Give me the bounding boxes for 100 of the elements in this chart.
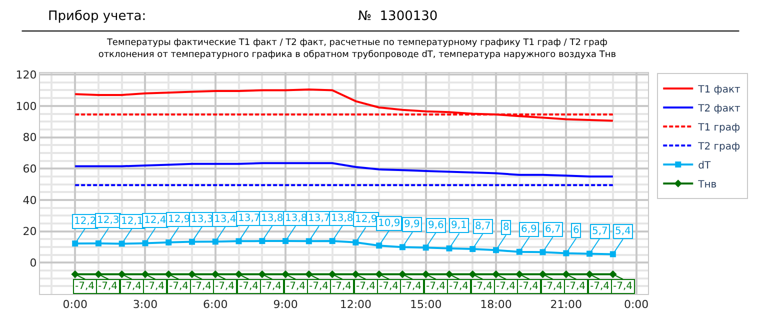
data-label: -7,4 [192, 281, 212, 292]
point [164, 270, 173, 278]
line-series [74, 162, 614, 178]
x-tick-label: 3:00 [132, 298, 158, 312]
data-label: -7,4 [286, 281, 306, 292]
legend-label: Тнв [697, 179, 717, 190]
point [142, 240, 148, 246]
point [282, 270, 290, 278]
point [376, 242, 382, 249]
legend-label: Т1 факт [697, 84, 740, 96]
legend-label: dT [698, 160, 712, 172]
point [282, 238, 289, 244]
chart-title: Температуры фактические Т1 факт / Т2 факт, расчетные по температурному графику Т1 граф / Т2 граф отклонения от температурного графика в обратном трубопроводе dT, температура наружного воздуха Тнв [98, 38, 616, 60]
y-tick-label: 80 [22, 131, 37, 144]
y-tick-label: 120 [16, 68, 37, 82]
data-label: 13,7 [238, 213, 260, 224]
data-label: -7,4 [239, 281, 259, 292]
point [610, 251, 616, 258]
data-label: 9,6 [428, 220, 444, 231]
text: Прибор учета: [48, 9, 146, 24]
point [516, 248, 522, 255]
data-label: 8 [503, 222, 510, 233]
data-label: 13,7 [308, 213, 330, 224]
x-tick-label: 0:00 [62, 298, 88, 312]
point [236, 238, 242, 244]
data-label: 9,1 [451, 220, 467, 231]
point [515, 270, 524, 278]
data-label: -7,4 [473, 281, 493, 292]
data-label: -7,4 [590, 281, 610, 292]
data-label: -7,4 [145, 281, 165, 292]
point [422, 244, 429, 251]
data-label: 10,9 [378, 218, 400, 229]
point [492, 270, 500, 278]
point [95, 240, 102, 246]
point [188, 270, 196, 278]
x-tick-label: 6:00 [203, 298, 228, 312]
data-label: 12,3 [97, 215, 120, 226]
data-label: 13,8 [261, 213, 284, 224]
point [189, 238, 195, 245]
data-label: -7,4 [566, 281, 586, 292]
data-label: -7,4 [356, 281, 376, 292]
data-label: -7,4 [402, 281, 422, 292]
data-label: 5,7 [592, 226, 608, 237]
point [72, 240, 78, 247]
data-label: 12,9 [355, 214, 378, 225]
data-label: 13,8 [331, 213, 354, 224]
point [94, 270, 102, 278]
line-series [74, 88, 614, 122]
point [329, 238, 336, 244]
data-label: 6,7 [545, 224, 561, 235]
point [212, 238, 218, 245]
data-label: 12,4 [144, 215, 166, 226]
data-label: -7,4 [98, 281, 118, 292]
point [540, 249, 546, 256]
data-label: 12,2 [74, 216, 96, 227]
data-label: 6,9 [521, 224, 537, 235]
point [166, 239, 172, 246]
point [470, 246, 476, 252]
data-label: 9,9 [404, 219, 420, 230]
point [563, 250, 570, 256]
text: № 1300130 [358, 9, 438, 24]
data-label: 12,9 [168, 214, 190, 225]
point [493, 247, 499, 254]
data-label: -7,4 [215, 281, 235, 292]
legend-label: Т1 граф [697, 122, 740, 134]
legend-label: Т2 граф [697, 141, 740, 152]
y-tick-label: 60 [22, 162, 37, 176]
point [305, 270, 313, 278]
data-label: -7,4 [75, 281, 95, 292]
data-label: -7,4 [309, 281, 329, 292]
x-tick-label: 12:00 [340, 298, 372, 312]
legend-label: Т2 факт [697, 103, 740, 114]
data-label: 13,4 [214, 214, 236, 225]
point [586, 270, 594, 278]
point [306, 238, 312, 244]
x-tick-label: 15:00 [410, 298, 442, 312]
point [118, 240, 125, 247]
data-label: 12,1 [121, 216, 144, 227]
y-tick-label: 20 [22, 225, 37, 238]
data-label: 8,7 [475, 221, 491, 232]
point [258, 270, 266, 278]
y-tick-label: 40 [22, 194, 37, 207]
data-label: -7,4 [169, 281, 189, 292]
x-tick-label: 21:00 [550, 298, 582, 312]
point [211, 270, 220, 278]
x-tick-label: 0:00 [624, 298, 649, 312]
data-label: -7,4 [613, 281, 633, 292]
data-label: 13,3 [191, 214, 214, 225]
point [609, 270, 617, 278]
data-label: 6 [573, 225, 580, 236]
x-tick-label: 18:00 [480, 298, 512, 312]
data-label: 5,4 [615, 226, 631, 237]
data-label: -7,4 [449, 281, 469, 292]
point [446, 245, 452, 252]
data-label: -7,4 [262, 281, 282, 292]
data-label: -7,4 [379, 281, 399, 292]
data-label: -7,4 [122, 281, 142, 292]
point [352, 239, 359, 246]
y-tick-label: 0 [30, 256, 37, 270]
data-label: -7,4 [543, 281, 563, 292]
